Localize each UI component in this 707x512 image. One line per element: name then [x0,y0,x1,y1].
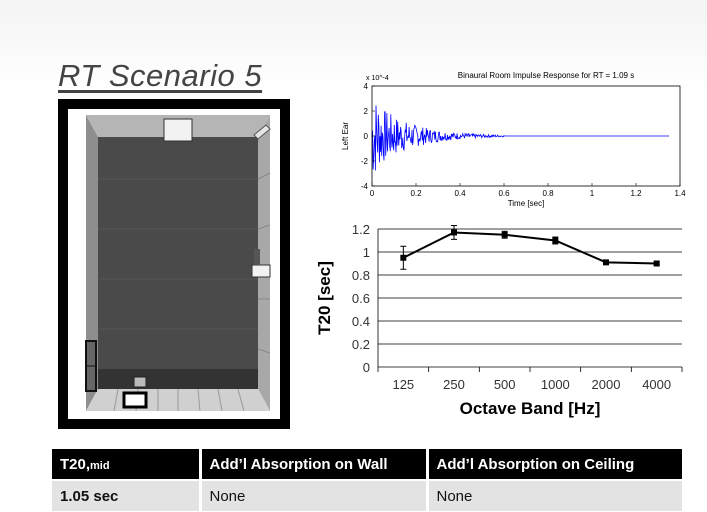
rir-x-tick-label: 0.4 [454,189,466,198]
room-left-wall [86,115,98,411]
rir-x-tick-label: 0.2 [410,189,422,198]
t20-chart: 0 0.2 0.4 0.6 0.8 1 1.2 125 250 500 1000 2000 4000 Oc… [300,213,700,425]
room-diagram [58,99,290,429]
floor-mat [122,391,148,409]
rir-y-tick-label: 2 [364,107,369,116]
rt-x-axis-label: Octave Band [Hz] [460,399,601,418]
right-wall-panels [257,172,271,354]
floor-object [133,376,147,388]
rt-point [552,237,559,244]
rir-x-tick-label: 0 [370,189,375,198]
rt-point [400,254,407,261]
rt-y-tick-label: 0 [363,360,370,375]
header-t20-main: T20, [60,455,91,473]
rt-y-tick-label: 0.4 [352,314,370,329]
ceiling-light [163,118,193,142]
impulse-response-chart: Binaural Room Impulse Response for RT = … [334,68,694,210]
rir-y-tick-label: 4 [364,82,369,91]
rir-y-tick-label: -4 [361,182,369,191]
rt-x-tick-label: 250 [443,377,465,392]
summary-table: T20,mid Add’l Absorption on Wall Add’l A… [52,449,682,511]
wall-speaker [254,249,260,265]
rir-x-axis-label: Time [sec] [508,199,545,208]
rir-y-tick-label: -2 [361,157,369,166]
rt-x-tick-label: 2000 [592,377,621,392]
rt-x-tick-label: 4000 [642,377,671,392]
rt-x-tick-label: 1000 [541,377,570,392]
rt-point [653,260,660,267]
rir-multiplier: x 10^-4 [366,75,389,82]
rt-x-tick-label: 500 [494,377,516,392]
wall-shelf [251,264,271,278]
rir-y-axis-label: Left Ear [341,122,350,150]
rir-y-tick-label: 0 [364,132,369,141]
cell-t20-value: 1.05 sec [52,479,200,511]
rt-y-tick-label: 0.8 [352,268,370,283]
rt-y-axis-label: T20 [sec] [315,261,334,335]
cell-wall-value: None [198,479,427,511]
room-floor [98,137,258,389]
cell-ceiling-value: None [425,479,682,511]
rt-y-tick-label: 0.2 [352,337,370,352]
rir-waveform [371,105,669,171]
rir-x-tick-label: 1.2 [630,189,642,198]
rt-point [501,231,508,238]
rir-x-tick-label: 1 [590,189,595,198]
rir-x-tick-label: 0.6 [498,189,510,198]
rt-point [603,259,609,266]
rir-x-tick-label: 1.4 [674,189,686,198]
table-header-ceiling: Add’l Absorption on Ceiling [425,449,682,480]
room-right-wall [258,115,270,411]
table-row: 1.05 sec None None [52,479,682,511]
slide-title: RT Scenario 5 [58,58,263,93]
floor-texture [98,178,258,330]
table-header-row: T20,mid Add’l Absorption on Wall Add’l A… [52,449,682,480]
rt-y-tick-label: 1.2 [352,222,370,237]
rt-point [451,229,457,236]
rir-title: Binaural Room Impulse Response for RT = … [458,71,634,80]
table-header-wall: Add’l Absorption on Wall [198,449,427,480]
rt-y-tick-label: 0.6 [352,291,370,306]
rir-x-tick-label: 0.8 [542,189,554,198]
room-bottom-band [98,369,258,389]
header-t20-sub: mid [90,459,110,472]
rt-y-tick-label: 1 [363,245,370,260]
table-header-t20: T20,mid [52,449,200,480]
corner-fixture [253,124,271,140]
rt-x-tick-label: 125 [392,377,414,392]
rt-series-line [402,231,657,265]
